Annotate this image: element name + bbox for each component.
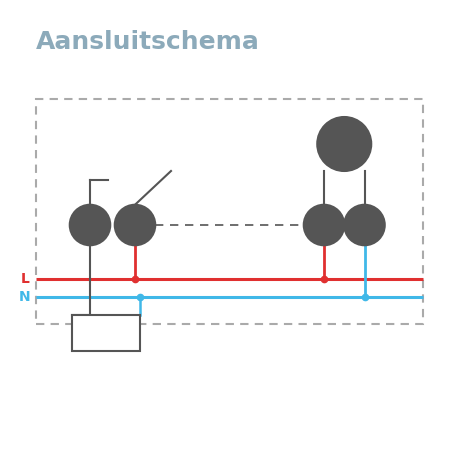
Circle shape: [115, 205, 155, 245]
Text: N: N: [19, 290, 31, 304]
Text: Aansluitschema: Aansluitschema: [36, 30, 260, 54]
Text: 2: 2: [131, 220, 139, 230]
Text: 1: 1: [86, 220, 94, 230]
Circle shape: [344, 205, 385, 245]
Text: L: L: [20, 272, 29, 286]
Text: L: L: [321, 220, 327, 230]
Circle shape: [317, 117, 371, 171]
Text: ~: ~: [339, 148, 350, 160]
Bar: [36, 99, 423, 324]
Circle shape: [70, 205, 110, 245]
Circle shape: [304, 205, 344, 245]
Text: N: N: [360, 220, 369, 230]
Bar: [72, 315, 140, 351]
Text: M: M: [339, 131, 350, 144]
